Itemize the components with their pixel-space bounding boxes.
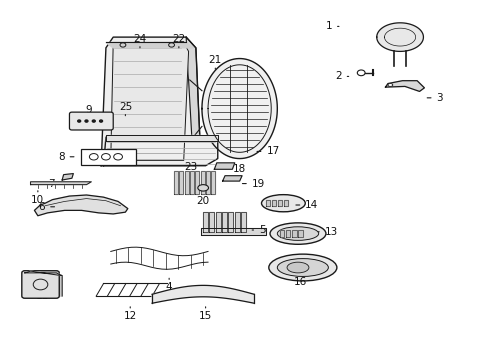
- Circle shape: [85, 120, 88, 122]
- Polygon shape: [234, 212, 239, 232]
- Ellipse shape: [102, 154, 110, 160]
- Polygon shape: [278, 200, 282, 206]
- Polygon shape: [202, 59, 277, 158]
- Ellipse shape: [387, 84, 392, 86]
- Polygon shape: [385, 81, 424, 91]
- Polygon shape: [101, 37, 201, 166]
- Polygon shape: [298, 230, 302, 237]
- Polygon shape: [186, 37, 201, 166]
- Text: 12: 12: [123, 307, 137, 321]
- Text: 21: 21: [208, 55, 222, 69]
- Ellipse shape: [268, 254, 336, 281]
- Text: 24: 24: [133, 34, 146, 48]
- Polygon shape: [106, 135, 217, 141]
- Circle shape: [92, 120, 95, 122]
- Text: 4: 4: [165, 278, 172, 292]
- Ellipse shape: [277, 227, 318, 240]
- Circle shape: [357, 70, 365, 76]
- Polygon shape: [214, 163, 234, 169]
- Text: 10: 10: [31, 191, 44, 204]
- Text: 7: 7: [48, 179, 64, 189]
- Polygon shape: [266, 200, 270, 206]
- Ellipse shape: [286, 262, 308, 273]
- Text: 5: 5: [252, 225, 265, 235]
- Circle shape: [100, 120, 102, 122]
- Ellipse shape: [277, 258, 328, 276]
- Polygon shape: [376, 23, 423, 51]
- FancyBboxPatch shape: [69, 112, 113, 130]
- Ellipse shape: [198, 185, 208, 191]
- Text: 9: 9: [85, 105, 92, 119]
- Polygon shape: [25, 271, 62, 276]
- Polygon shape: [179, 171, 183, 194]
- Polygon shape: [284, 200, 287, 206]
- FancyBboxPatch shape: [81, 149, 136, 165]
- Text: 16: 16: [293, 273, 306, 287]
- Polygon shape: [291, 230, 296, 237]
- FancyBboxPatch shape: [22, 271, 59, 298]
- Ellipse shape: [269, 223, 325, 244]
- Polygon shape: [190, 171, 194, 194]
- Text: 20: 20: [196, 193, 209, 206]
- Polygon shape: [203, 212, 207, 232]
- Polygon shape: [174, 171, 178, 194]
- Text: 18: 18: [225, 164, 245, 174]
- Ellipse shape: [114, 154, 122, 160]
- Polygon shape: [215, 212, 220, 232]
- Polygon shape: [195, 171, 199, 194]
- Polygon shape: [285, 230, 289, 237]
- Polygon shape: [56, 273, 62, 296]
- Polygon shape: [62, 174, 73, 180]
- Polygon shape: [228, 212, 233, 232]
- Text: 14: 14: [295, 200, 318, 210]
- Polygon shape: [201, 228, 266, 235]
- Polygon shape: [34, 195, 127, 216]
- Polygon shape: [211, 171, 215, 194]
- Ellipse shape: [261, 195, 305, 212]
- Polygon shape: [184, 171, 188, 194]
- Text: 11: 11: [36, 287, 49, 301]
- Polygon shape: [111, 42, 188, 160]
- Polygon shape: [279, 230, 284, 237]
- Polygon shape: [222, 212, 226, 232]
- Text: 1: 1: [325, 21, 338, 31]
- Text: 13: 13: [315, 227, 337, 237]
- Text: 8: 8: [58, 152, 74, 162]
- Text: 19: 19: [242, 179, 264, 189]
- Polygon shape: [106, 42, 193, 48]
- Polygon shape: [205, 171, 209, 194]
- Text: 17: 17: [257, 147, 279, 157]
- Text: 15: 15: [199, 307, 212, 321]
- Polygon shape: [201, 171, 204, 194]
- Polygon shape: [152, 285, 254, 303]
- Text: 3: 3: [427, 93, 442, 103]
- Polygon shape: [272, 200, 276, 206]
- Text: 22: 22: [172, 34, 185, 48]
- Polygon shape: [241, 212, 245, 232]
- Polygon shape: [30, 182, 91, 185]
- Text: 2: 2: [334, 71, 348, 81]
- Text: 25: 25: [119, 102, 132, 116]
- Text: 6: 6: [39, 202, 55, 212]
- Text: 23: 23: [184, 162, 197, 176]
- Polygon shape: [222, 176, 242, 181]
- Polygon shape: [209, 212, 214, 232]
- Circle shape: [78, 120, 81, 122]
- Polygon shape: [103, 137, 217, 166]
- Ellipse shape: [89, 154, 98, 160]
